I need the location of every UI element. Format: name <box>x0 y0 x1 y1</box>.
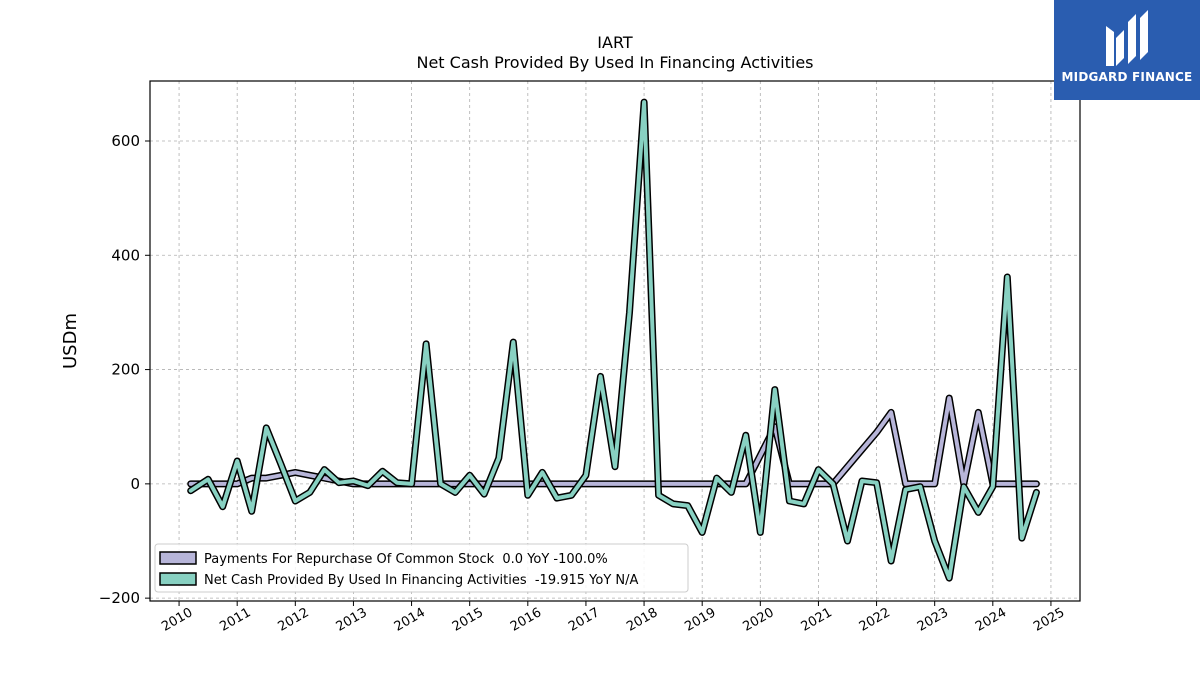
legend-box <box>154 543 689 593</box>
legend-swatch-repurchase <box>159 551 197 565</box>
legend-label-repurchase: Payments For Repurchase Of Common Stock … <box>204 552 608 567</box>
x-tick-label: 2018 <box>624 605 660 635</box>
y-tick-label: 600 <box>111 132 140 150</box>
y-tick-label: −200 <box>99 589 140 607</box>
plot-frame <box>149 80 1081 602</box>
y-tick-label: 400 <box>111 246 140 264</box>
x-tick-label: 2019 <box>682 605 718 635</box>
brand-logo: MIDGARD FINANCE <box>1054 0 1200 100</box>
series-1-line <box>188 100 1039 581</box>
chart-subtitle: Net Cash Provided By Used In Financing A… <box>416 53 813 72</box>
grid-lines <box>150 81 1080 601</box>
legend: Payments For Repurchase Of Common Stock … <box>154 543 689 593</box>
y-tick-label: 200 <box>111 361 140 379</box>
x-tick-label: 2016 <box>508 605 544 635</box>
x-tick-label: 2010 <box>159 605 195 635</box>
y-tick-label: 0 <box>130 475 140 493</box>
y-axis: −200 0 200 400 600 <box>99 132 150 607</box>
legend-swatch-financing <box>159 572 197 586</box>
x-tick-label: 2011 <box>217 605 253 635</box>
x-tick-label: 2017 <box>566 605 602 635</box>
x-tick-label: 2013 <box>334 605 370 635</box>
legend-label-financing: Net Cash Provided By Used In Financing A… <box>204 573 639 588</box>
x-tick-label: 2014 <box>392 605 428 635</box>
x-tick-label: 2022 <box>857 605 893 635</box>
x-tick-label: 2025 <box>1031 605 1067 635</box>
x-tick-label: 2015 <box>450 605 486 635</box>
x-tick-label: 2021 <box>799 605 835 635</box>
midgard-logo-icon <box>1106 10 1148 66</box>
x-tick-label: 2024 <box>973 605 1009 635</box>
y-axis-label: USDm <box>60 313 81 369</box>
brand-name: MIDGARD FINANCE <box>1061 70 1193 84</box>
chart-title: IART <box>597 33 633 52</box>
series-1-outline <box>187 98 1040 582</box>
x-tick-label: 2012 <box>275 605 311 635</box>
x-axis: 2010 2011 2012 2013 2014 2015 2016 2017 2018 2019… <box>159 601 1067 635</box>
x-tick-label: 2023 <box>915 605 951 635</box>
series-layer <box>187 98 1040 582</box>
x-tick-label: 2020 <box>740 605 776 635</box>
